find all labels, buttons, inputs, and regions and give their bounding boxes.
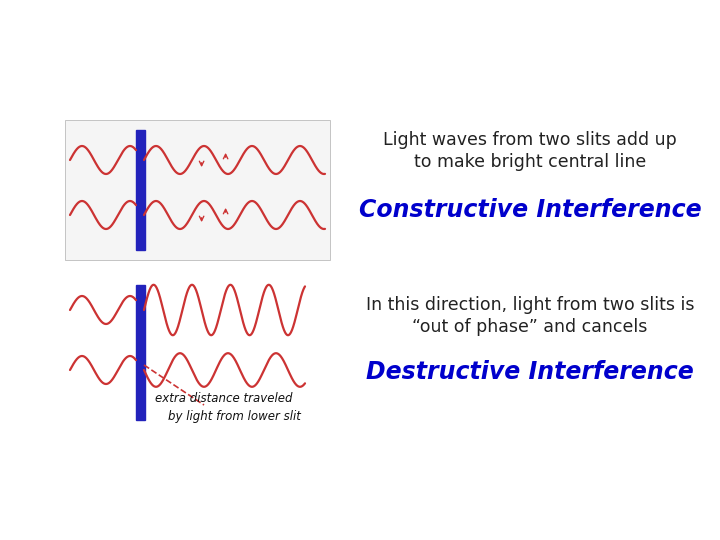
Text: In this direction, light from two slits is: In this direction, light from two slits … bbox=[366, 296, 694, 314]
Bar bbox=[136, 285, 145, 420]
Text: to make bright central line: to make bright central line bbox=[414, 153, 646, 171]
Text: Light waves from two slits add up: Light waves from two slits add up bbox=[383, 131, 677, 149]
Text: Constructive Interference: Constructive Interference bbox=[359, 198, 701, 222]
Text: by light from lower slit: by light from lower slit bbox=[168, 410, 301, 423]
FancyBboxPatch shape bbox=[65, 120, 330, 260]
Text: “out of phase” and cancels: “out of phase” and cancels bbox=[413, 318, 648, 336]
Bar bbox=[136, 130, 145, 250]
Text: extra distance traveled: extra distance traveled bbox=[155, 392, 292, 405]
Text: Destructive Interference: Destructive Interference bbox=[366, 360, 694, 384]
